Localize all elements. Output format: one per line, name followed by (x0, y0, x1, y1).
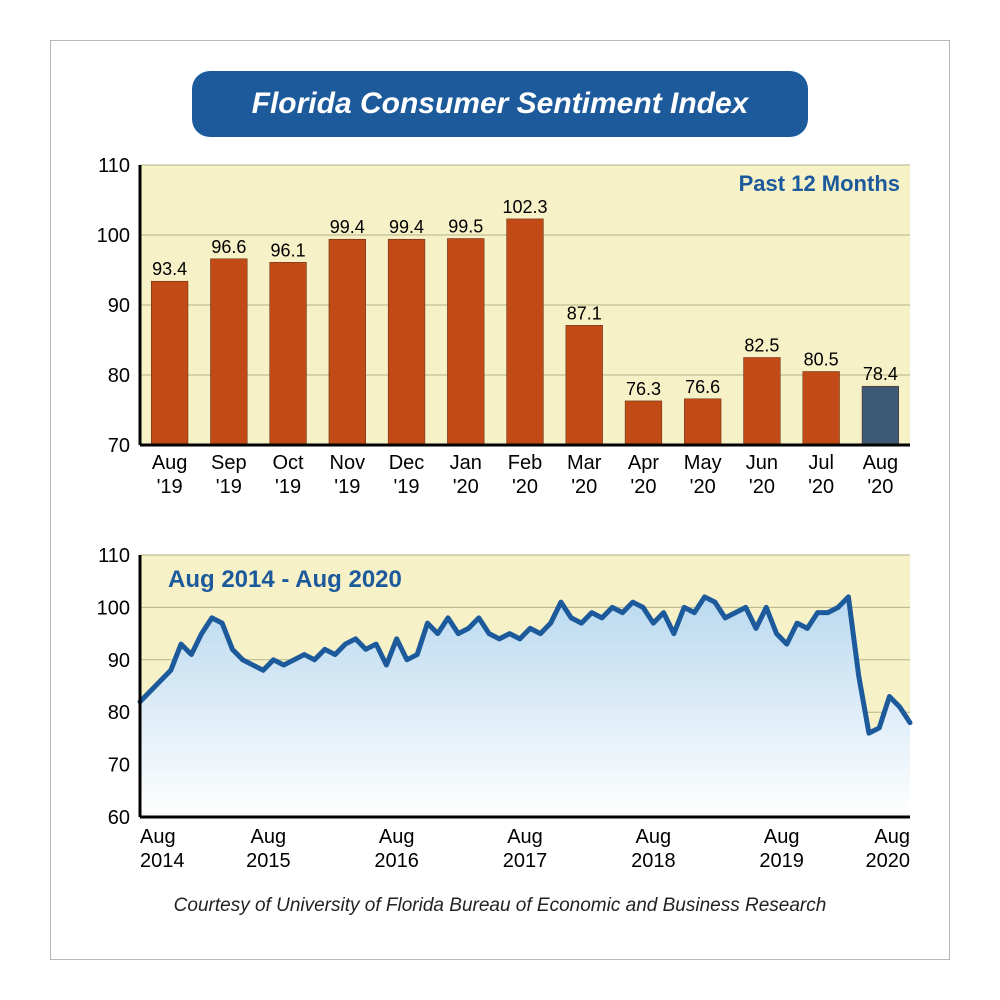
svg-text:96.1: 96.1 (271, 240, 306, 260)
svg-text:Aug: Aug (507, 826, 543, 848)
svg-text:'19: '19 (275, 476, 301, 498)
svg-text:110: 110 (98, 547, 130, 567)
svg-text:Aug: Aug (379, 826, 415, 848)
svg-text:Aug: Aug (764, 826, 800, 848)
svg-text:70: 70 (108, 435, 130, 457)
svg-text:'19: '19 (216, 476, 242, 498)
svg-text:Oct: Oct (273, 452, 305, 474)
svg-text:70: 70 (108, 755, 130, 777)
svg-text:60: 60 (108, 807, 130, 829)
svg-text:2020: 2020 (866, 850, 911, 872)
svg-text:102.3: 102.3 (502, 197, 547, 217)
svg-text:Sep: Sep (211, 452, 247, 474)
svg-text:'20: '20 (867, 476, 893, 498)
svg-text:80: 80 (108, 365, 130, 387)
svg-text:99.4: 99.4 (330, 217, 365, 237)
svg-text:90: 90 (108, 650, 130, 672)
svg-text:100: 100 (97, 225, 130, 247)
svg-text:Nov: Nov (330, 452, 366, 474)
svg-text:2015: 2015 (246, 850, 290, 872)
svg-text:'20: '20 (808, 476, 834, 498)
svg-text:90: 90 (108, 295, 130, 317)
chart-frame: Florida Consumer Sentiment Index 70 80 90 1… (50, 40, 950, 960)
svg-text:Aug: Aug (251, 826, 287, 848)
svg-text:Aug 2014 - Aug 2020: Aug 2014 - Aug 2020 (168, 566, 402, 593)
svg-text:2014: 2014 (140, 850, 185, 872)
svg-text:'20: '20 (571, 476, 597, 498)
svg-text:82.5: 82.5 (744, 336, 779, 356)
svg-text:80.5: 80.5 (804, 350, 839, 370)
svg-text:Aug: Aug (636, 826, 672, 848)
svg-text:78.4: 78.4 (863, 364, 898, 384)
svg-text:99.5: 99.5 (448, 217, 483, 237)
svg-text:76.3: 76.3 (626, 379, 661, 399)
svg-text:'20: '20 (453, 476, 479, 498)
svg-text:2018: 2018 (631, 850, 676, 872)
svg-text:Past 12 Months: Past 12 Months (739, 171, 900, 196)
svg-text:Jan: Jan (450, 452, 482, 474)
svg-text:'20: '20 (690, 476, 716, 498)
svg-text:Aug: Aug (863, 452, 899, 474)
svg-text:Mar: Mar (567, 452, 602, 474)
svg-text:May: May (684, 452, 722, 474)
svg-text:80: 80 (108, 702, 130, 724)
svg-text:'20: '20 (749, 476, 775, 498)
svg-text:'20: '20 (512, 476, 538, 498)
svg-text:Apr: Apr (628, 452, 659, 474)
svg-text:87.1: 87.1 (567, 303, 602, 323)
credit-line: Courtesy of University of Florida Bureau… (174, 895, 827, 917)
svg-text:Jul: Jul (808, 452, 834, 474)
svg-text:Aug: Aug (874, 826, 910, 848)
svg-text:110: 110 (98, 157, 130, 177)
svg-text:'20: '20 (630, 476, 656, 498)
bar-chart: 70809010011093.4Aug'1996.6Sep'1996.1Oct'… (80, 157, 920, 507)
line-chart: 60708090100110Aug2014Aug2015Aug2016Aug20… (80, 547, 920, 887)
svg-text:100: 100 (97, 597, 130, 619)
svg-text:2019: 2019 (759, 850, 804, 872)
svg-text:Jun: Jun (746, 452, 778, 474)
svg-text:Dec: Dec (389, 452, 425, 474)
svg-text:99.4: 99.4 (389, 217, 424, 237)
chart-title: Florida Consumer Sentiment Index (192, 71, 809, 137)
svg-text:Aug: Aug (152, 452, 188, 474)
svg-text:Aug: Aug (140, 826, 176, 848)
svg-text:76.6: 76.6 (685, 377, 720, 397)
svg-text:Feb: Feb (508, 452, 542, 474)
svg-text:'19: '19 (157, 476, 183, 498)
svg-text:2017: 2017 (503, 850, 548, 872)
svg-text:'19: '19 (393, 476, 419, 498)
svg-text:93.4: 93.4 (152, 259, 187, 279)
svg-text:96.6: 96.6 (211, 237, 246, 257)
svg-text:2016: 2016 (374, 850, 419, 872)
svg-text:'19: '19 (334, 476, 360, 498)
